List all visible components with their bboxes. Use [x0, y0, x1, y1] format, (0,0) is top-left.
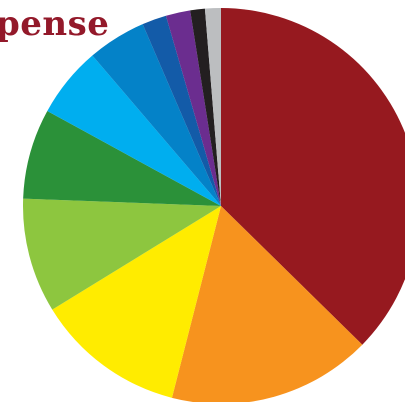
pie-slices — [23, 7, 405, 402]
chart-title: pense — [0, 4, 110, 44]
pie-slice-7 — [92, 24, 221, 206]
pie-slice-11 — [204, 7, 221, 207]
pie-slice-4 — [23, 198, 221, 310]
pie-slice-10 — [190, 8, 221, 207]
pie-slice-6 — [47, 55, 221, 207]
pie-slice-8 — [142, 15, 221, 206]
pie-slice-9 — [165, 10, 221, 207]
pie-slice-5 — [23, 110, 221, 206]
pie-slice-1 — [221, 8, 405, 345]
pie-slice-3 — [52, 206, 221, 398]
pie-slice-2 — [171, 206, 363, 402]
